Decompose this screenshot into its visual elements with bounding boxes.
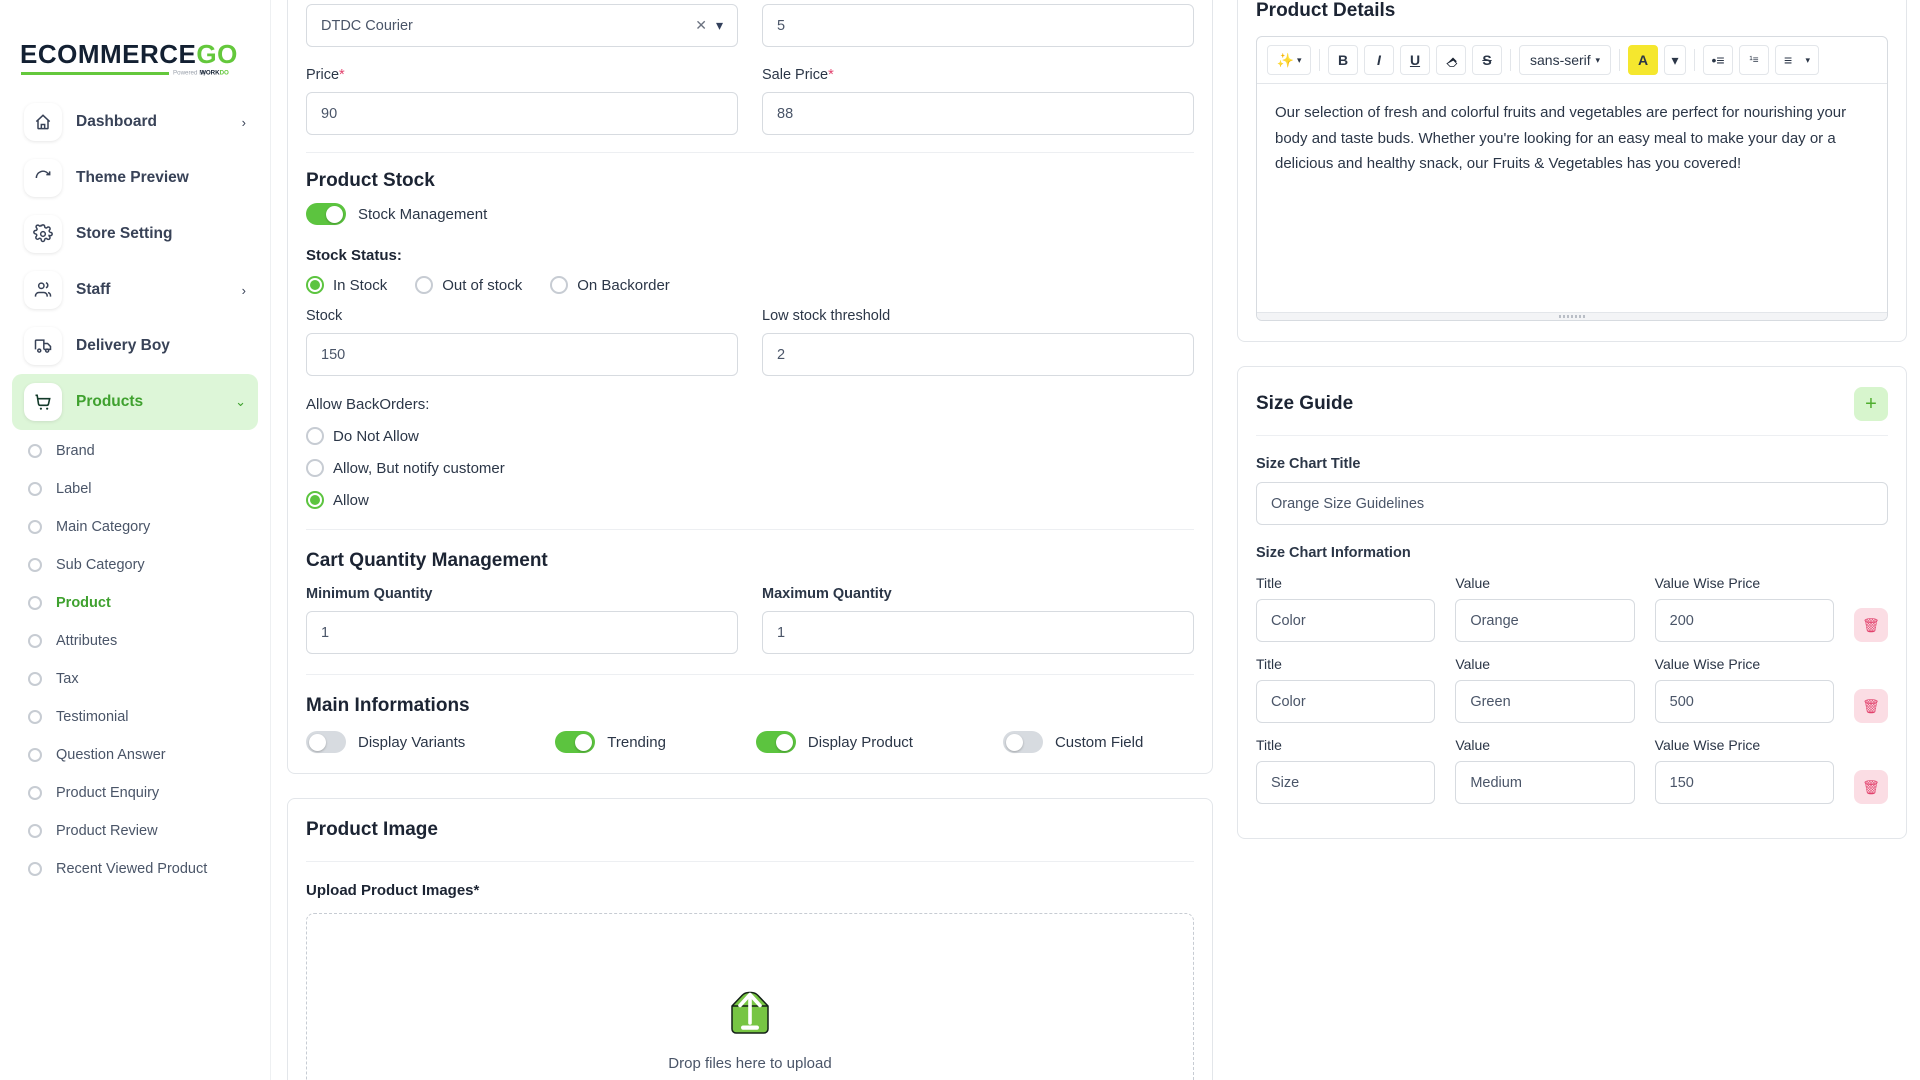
svg-text:ECOMMERCEGO: ECOMMERCEGO — [20, 39, 238, 69]
svg-text:WORKDO: WORKDO — [200, 70, 229, 77]
